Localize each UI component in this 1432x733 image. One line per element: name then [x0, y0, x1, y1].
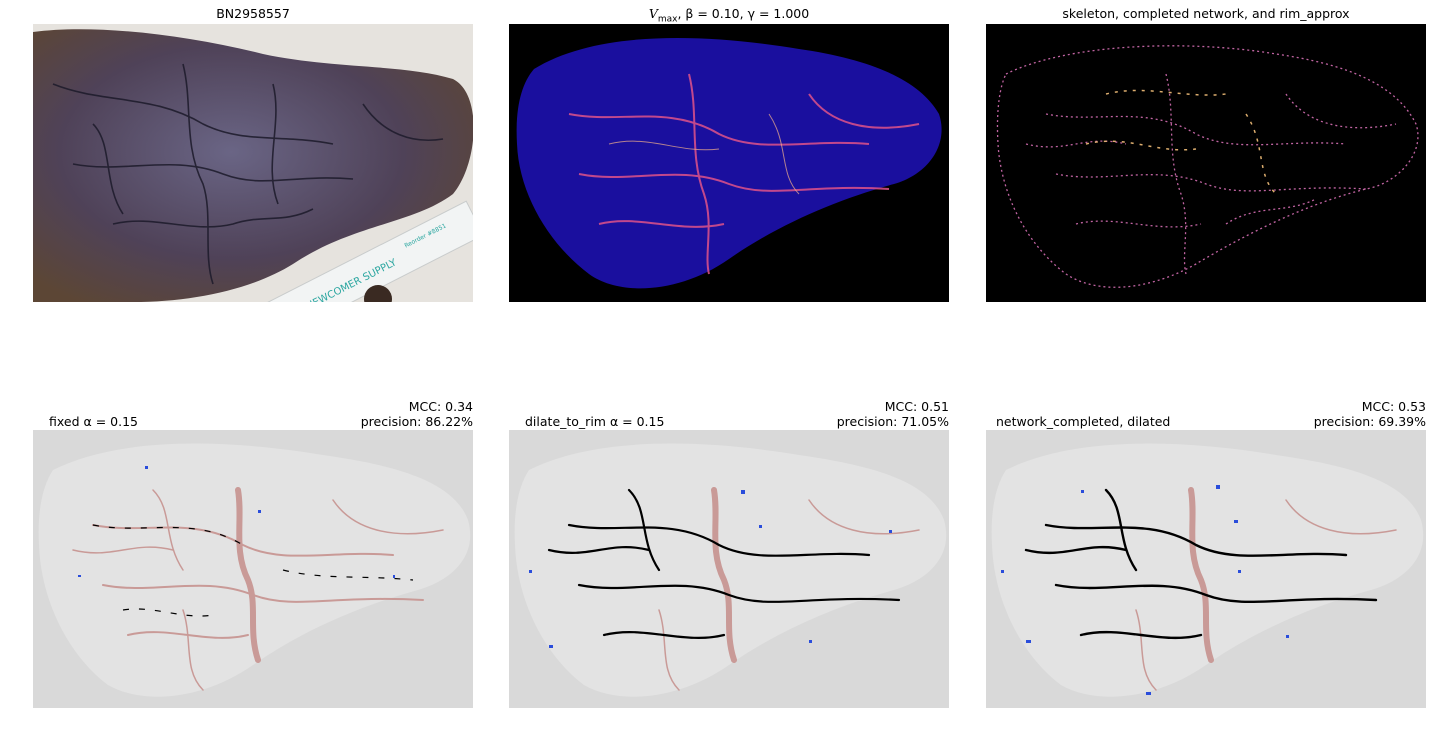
fixed-alpha-image — [33, 430, 473, 708]
panel3-title: skeleton, completed network, and rim_app… — [1062, 6, 1350, 21]
panel6-precision: precision: 69.39% — [1313, 414, 1426, 429]
placenta-photo: NEWCOMER SUPPLY Reorder #8851 800-383-77… — [33, 24, 473, 302]
frangi-filter-image — [509, 24, 949, 302]
skeleton-panel — [986, 24, 1426, 302]
frangi-filter-panel — [509, 24, 949, 302]
panel6-mcc: MCC: 0.53 — [1361, 399, 1426, 414]
skeleton-image — [986, 24, 1426, 302]
dilate-to-rim-panel — [509, 430, 949, 708]
panel2-title-sub: max — [657, 14, 678, 25]
panel4-mcc: MCC: 0.34 — [408, 399, 473, 414]
fixed-alpha-panel — [33, 430, 473, 708]
network-completed-panel — [986, 430, 1426, 708]
panel1-title: BN2958557 — [216, 6, 290, 21]
network-completed-image — [986, 430, 1426, 708]
panel5-precision: precision: 71.05% — [836, 414, 949, 429]
panel4-label: fixed α = 0.15 — [49, 414, 138, 429]
placenta-photo-panel: NEWCOMER SUPPLY Reorder #8851 800-383-77… — [33, 24, 473, 302]
panel4-precision: precision: 86.22% — [360, 414, 473, 429]
panel2-title-var: V — [648, 6, 658, 21]
panel5-mcc: MCC: 0.51 — [884, 399, 949, 414]
panel5-label: dilate_to_rim α = 0.15 — [525, 414, 665, 429]
panel2-title-rest: , β = 0.10, γ = 1.000 — [677, 6, 810, 21]
dilate-to-rim-image — [509, 430, 949, 708]
panel2-title: Vmax, β = 0.10, γ = 1.000 — [509, 6, 949, 25]
panel6-label: network_completed, dilated — [996, 414, 1171, 429]
